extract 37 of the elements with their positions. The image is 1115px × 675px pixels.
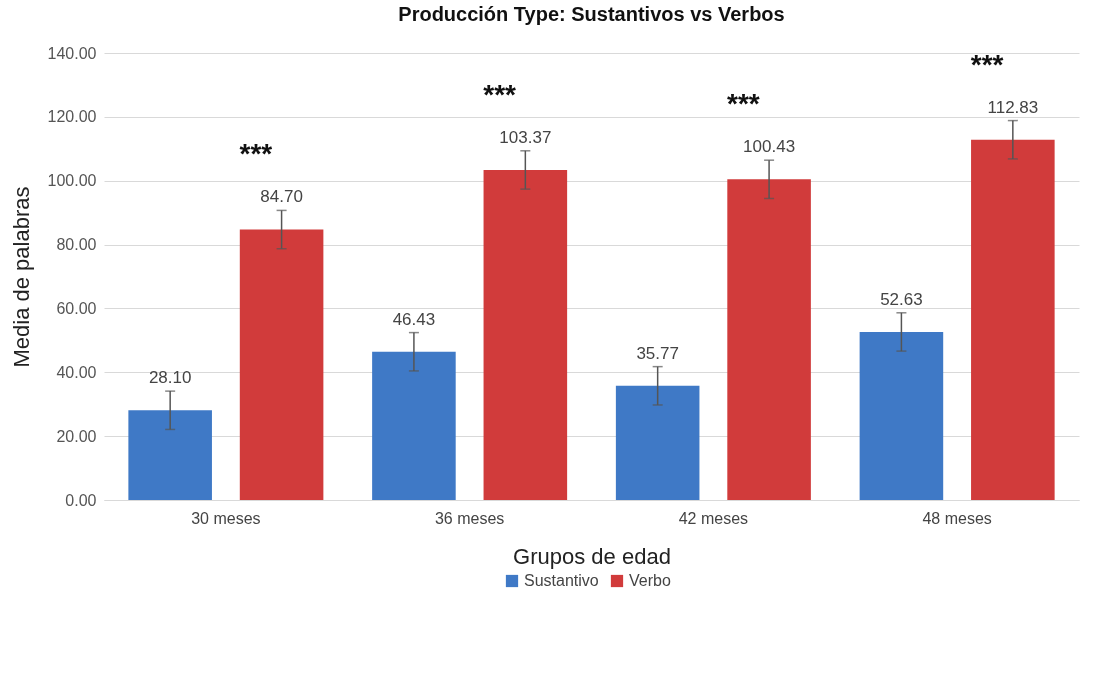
- bar: [239, 229, 324, 500]
- y-axis-title: Media de palabras: [8, 186, 34, 368]
- data-label: 103.37: [499, 127, 552, 147]
- x-tick-label: 36 meses: [434, 509, 505, 527]
- x-axis-title: Grupos de edad: [513, 543, 671, 569]
- y-tick-label: 140.00: [47, 44, 97, 62]
- bar: [372, 351, 456, 500]
- annotation: ***: [483, 78, 517, 110]
- bar: [615, 385, 700, 500]
- x-tick-label: 30 meses: [191, 509, 261, 527]
- annotation: ***: [727, 88, 760, 120]
- data-label: 100.43: [743, 137, 796, 157]
- bar: [859, 331, 944, 500]
- y-tick-label: 100.00: [47, 172, 97, 190]
- x-tick-label: 42 meses: [678, 509, 749, 527]
- y-tick-label: 60.00: [56, 299, 97, 317]
- chart-title: Producción Type: Sustantivos vs Verbos: [398, 3, 785, 25]
- data-label: 112.83: [987, 97, 1039, 117]
- legend-label: Sustantivo: [524, 572, 599, 589]
- data-label: 28.10: [148, 368, 192, 388]
- y-tick-label: 20.00: [56, 427, 97, 445]
- bar: [971, 139, 1055, 500]
- x-tick-label: 48 meses: [922, 509, 992, 527]
- data-label: 35.77: [636, 343, 679, 363]
- data-label: 52.63: [880, 289, 923, 309]
- y-tick-label: 80.00: [56, 236, 97, 254]
- y-tick-label: 120.00: [47, 108, 97, 126]
- y-tick-label: 40.00: [56, 363, 97, 381]
- annotation: ***: [239, 138, 273, 170]
- legend-label: Verbo: [629, 572, 671, 589]
- data-label: 46.43: [392, 309, 436, 329]
- annotation: ***: [970, 48, 1004, 80]
- y-tick-label: 0.00: [65, 491, 97, 509]
- bar: [483, 169, 568, 500]
- data-label: 84.70: [260, 187, 303, 207]
- bar: [727, 179, 811, 500]
- bar: [128, 410, 212, 500]
